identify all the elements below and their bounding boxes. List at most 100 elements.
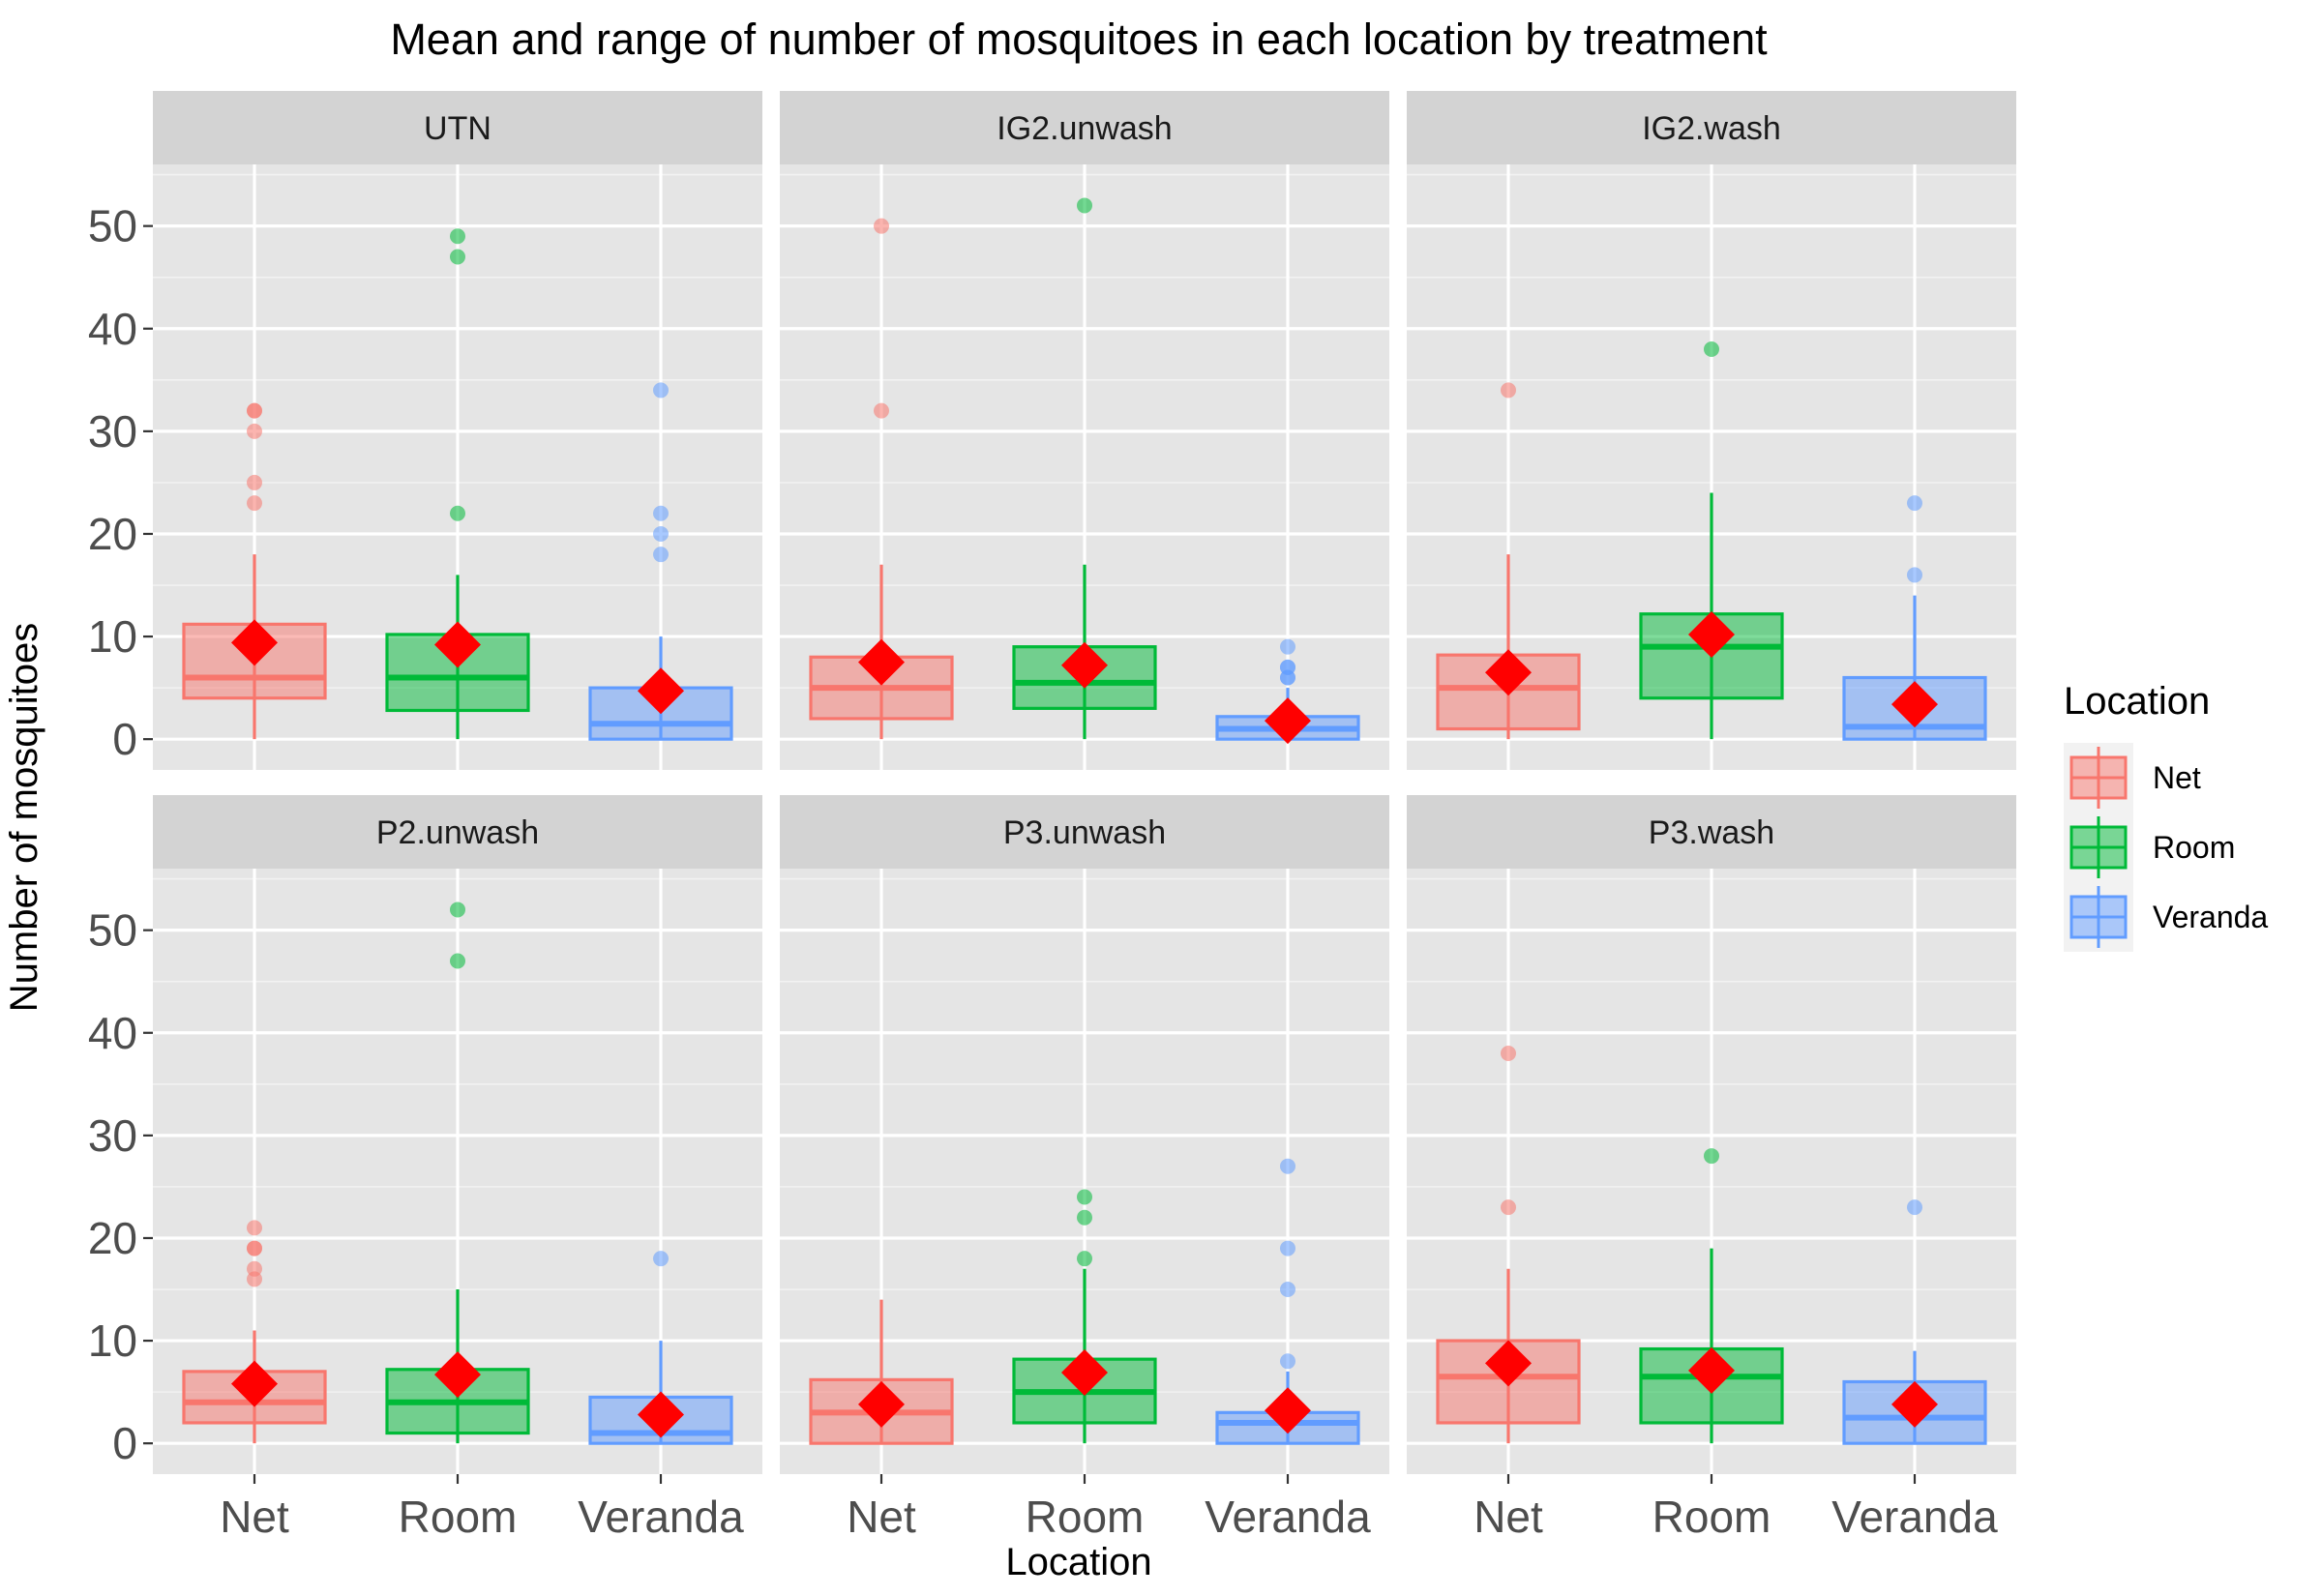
mean-marker: [1688, 610, 1735, 658]
outlier-point: [653, 382, 669, 399]
facet-panel-IG2.wash: IG2.wash: [1407, 91, 2016, 770]
x-axis-title: Location: [1005, 1541, 1151, 1583]
outlier-point: [1280, 638, 1295, 655]
legend-item-room: Room: [2064, 813, 2235, 882]
mean-marker: [638, 1391, 684, 1438]
y-tick-label: 0: [112, 714, 137, 764]
y-tick-label: 10: [88, 1315, 137, 1366]
x-tick-label: Veranda: [1205, 1492, 1371, 1542]
facet-strip-label: UTN: [424, 110, 491, 147]
facet-panels: UTN 0 10 20 30 40 50 IG2.unwash IG2.wash P2.unwas…: [88, 91, 2016, 1542]
x-tick-label: Veranda: [578, 1492, 744, 1542]
mean-marker: [858, 638, 905, 686]
outlier-point: [450, 505, 465, 521]
outlier-point: [247, 402, 262, 419]
y-tick-label: 20: [88, 1213, 137, 1263]
box-veranda: [1842, 495, 1987, 741]
x-tick-label: Net: [847, 1492, 916, 1542]
outlier-point: [1501, 1199, 1516, 1216]
y-tick-label: 30: [88, 1110, 137, 1161]
box-room: [385, 901, 530, 1444]
facet-strip: [780, 91, 1389, 164]
box-room: [1639, 1148, 1784, 1444]
outlier-point: [1280, 1282, 1295, 1298]
y-tick-label: 0: [112, 1418, 137, 1468]
outlier-point: [247, 474, 262, 490]
facet-strip-label: P3.wash: [1649, 814, 1774, 851]
box-net: [1436, 1045, 1581, 1444]
mean-marker: [1891, 1380, 1938, 1428]
outlier-point: [874, 402, 889, 419]
outlier-point: [1501, 1045, 1516, 1061]
outlier-point: [450, 249, 465, 265]
mean-marker: [1891, 681, 1938, 728]
outlier-point: [450, 901, 465, 918]
outlier-point: [1077, 197, 1092, 214]
outlier-point: [450, 228, 465, 245]
y-tick-label: 40: [88, 304, 137, 354]
legend-item-net: Net: [2064, 743, 2201, 813]
chart-title: Mean and range of number of mosquitoes i…: [390, 15, 1768, 64]
outlier-point: [653, 547, 669, 563]
mean-marker: [1061, 1348, 1108, 1396]
outlier-point: [1280, 1158, 1295, 1174]
y-tick-label: 40: [88, 1008, 137, 1058]
box-net: [182, 1220, 327, 1444]
facet-panel-IG2.unwash: IG2.unwash: [780, 91, 1389, 770]
facet-strip-label: P3.unwash: [1003, 814, 1166, 851]
box-room: [1012, 197, 1157, 740]
box-net: [182, 402, 327, 740]
outlier-point: [1907, 567, 1922, 583]
box-net: [809, 1299, 954, 1445]
box-room: [1639, 340, 1784, 740]
outlier-point: [1704, 340, 1719, 357]
mean-marker: [434, 1351, 481, 1399]
box-room: [1012, 1189, 1157, 1444]
facet-panel-P3.unwash: P3.unwash Net Room Veranda: [780, 795, 1389, 1542]
facet-strip-label: P2.unwash: [376, 814, 539, 851]
facet-strip: [780, 795, 1389, 869]
facet-panel-UTN: UTN 0 10 20 30 40 50: [88, 91, 762, 770]
legend-keys: Net Room Veranda: [2064, 743, 2268, 952]
mean-marker: [638, 667, 684, 715]
x-tick-label: Net: [1474, 1492, 1543, 1542]
box-veranda: [1215, 1158, 1360, 1445]
mean-marker: [231, 1360, 278, 1407]
mean-marker: [1265, 1387, 1311, 1434]
facet-panel-P2.unwash: P2.unwash 0 10 20 30 40 50 Net Room Veranda: [88, 795, 762, 1542]
x-tick-label: Room: [399, 1492, 518, 1542]
outlier-point: [450, 953, 465, 969]
outlier-point: [653, 505, 669, 521]
outlier-point: [874, 218, 889, 234]
box-veranda: [588, 1251, 733, 1445]
mean-marker: [858, 1380, 905, 1428]
box-net: [809, 218, 954, 740]
outlier-point: [1280, 659, 1295, 675]
outlier-point: [1501, 382, 1516, 399]
mean-marker: [434, 621, 481, 668]
facet-strip: [153, 91, 762, 164]
outlier-point: [1077, 1189, 1092, 1205]
legend-label: Room: [2153, 830, 2235, 865]
mean-marker: [1061, 641, 1108, 689]
mean-marker: [1485, 649, 1532, 696]
mean-marker: [1688, 1346, 1735, 1394]
facet-strip: [1407, 795, 2016, 869]
box-room: [385, 228, 530, 740]
outlier-point: [1280, 1353, 1295, 1370]
y-tick-label: 30: [88, 406, 137, 457]
facet-strip-label: IG2.unwash: [997, 110, 1172, 147]
x-tick-label: Room: [1026, 1492, 1145, 1542]
legend-item-veranda: Veranda: [2064, 882, 2268, 952]
mean-marker: [1265, 697, 1311, 745]
outlier-point: [1704, 1148, 1719, 1165]
outlier-point: [653, 525, 669, 542]
box-veranda: [1842, 1199, 1987, 1445]
y-tick-label: 20: [88, 509, 137, 559]
y-tick-label: 50: [88, 905, 137, 956]
x-tick-label: Net: [220, 1492, 289, 1542]
y-tick-label: 50: [88, 201, 137, 251]
outlier-point: [653, 1251, 669, 1267]
facet-strip: [1407, 91, 2016, 164]
